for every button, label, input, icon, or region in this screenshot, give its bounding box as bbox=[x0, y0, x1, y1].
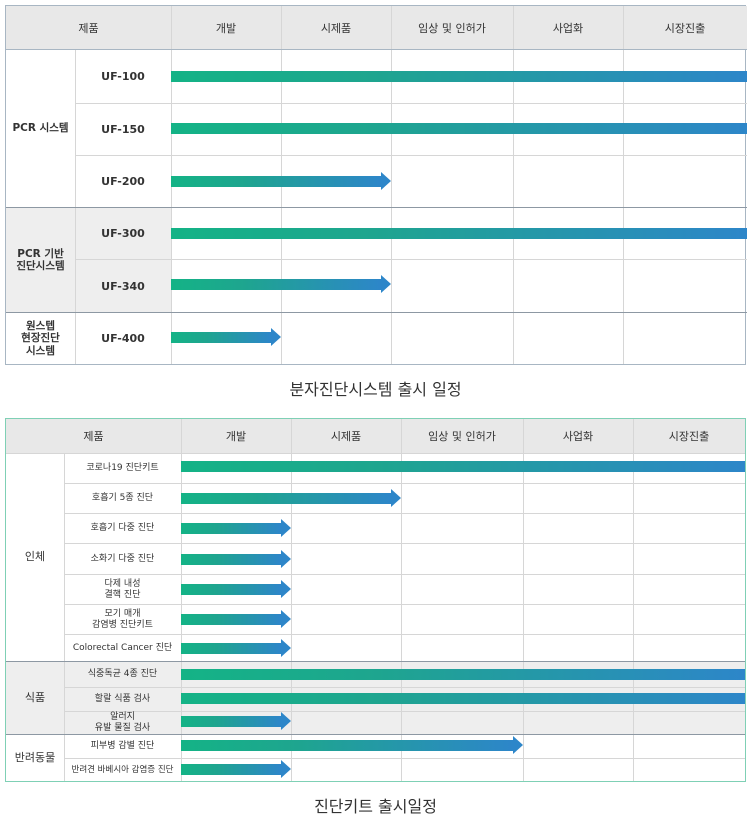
product-label: Colorectal Cancer 진단 bbox=[72, 642, 173, 653]
product-label: UF-300 bbox=[101, 227, 145, 240]
progress-bar bbox=[181, 736, 523, 754]
header-product: 제품 bbox=[6, 419, 181, 453]
progress-bar bbox=[181, 550, 291, 568]
progress-bar bbox=[181, 639, 291, 657]
header-product: 제품 bbox=[6, 6, 171, 49]
molecular-system-schedule-table: 제품 개발 시제품 임상 및 인허가 사업화 시장진출 PCR 시스템 PCR … bbox=[5, 5, 747, 365]
group-onestep-poc-system: 원스텝 현장진단 시스템 bbox=[21, 320, 60, 357]
product-label: UF-150 bbox=[101, 123, 145, 136]
product-label: 코로나19 진단키트 bbox=[86, 463, 159, 474]
product-label: 식중독균 4종 진단 bbox=[87, 669, 158, 680]
product-label: 알러지 유발 물질 검사 bbox=[94, 712, 151, 733]
product-label: 다제 내성 결핵 진단 bbox=[104, 578, 141, 600]
table1-caption: 분자진단시스템 출시 일정 bbox=[289, 380, 462, 399]
product-label: 호흡기 다중 진단 bbox=[90, 523, 155, 534]
progress-bar bbox=[181, 580, 291, 598]
progress-bar bbox=[171, 123, 747, 134]
group-food: 식품 bbox=[24, 690, 46, 704]
group-companion-animal: 반려동물 bbox=[14, 750, 56, 764]
header-market-entry: 시장진출 bbox=[623, 6, 747, 49]
header-development: 개발 bbox=[181, 419, 291, 453]
product-label: UF-400 bbox=[101, 332, 145, 345]
product-label: 소화기 다중 진단 bbox=[90, 553, 155, 564]
progress-bar bbox=[171, 328, 281, 346]
progress-bar bbox=[171, 228, 747, 239]
product-label: 할랄 식품 검사 bbox=[94, 694, 151, 705]
product-label: 모기 매개 감염병 진단키트 bbox=[92, 608, 153, 630]
progress-bar bbox=[171, 275, 391, 293]
header-market-entry: 시장진출 bbox=[633, 419, 745, 453]
header-prototype: 시제품 bbox=[281, 6, 391, 49]
product-label: UF-100 bbox=[101, 70, 145, 83]
progress-bar bbox=[181, 519, 291, 537]
group-pcr-system: PCR 시스템 bbox=[12, 122, 69, 135]
product-label: 호흡기 5종 진단 bbox=[91, 493, 154, 504]
progress-bar bbox=[181, 760, 291, 778]
header-commercialization: 사업화 bbox=[523, 419, 633, 453]
progress-bar bbox=[181, 712, 291, 730]
progress-bar bbox=[181, 610, 291, 628]
header-development: 개발 bbox=[171, 6, 281, 49]
group-human: 인체 bbox=[24, 550, 46, 564]
header-commercialization: 사업화 bbox=[513, 6, 623, 49]
header-clinical-approval: 임상 및 인허가 bbox=[391, 6, 513, 49]
header-clinical-approval: 임상 및 인허가 bbox=[401, 419, 523, 453]
progress-bar bbox=[171, 71, 747, 82]
progress-bar bbox=[181, 693, 745, 704]
progress-bar bbox=[181, 489, 401, 507]
table2-caption: 진단키트 출시일정 bbox=[314, 797, 437, 816]
product-label: 반려견 바베시아 감염증 진단 bbox=[71, 764, 174, 775]
product-label: 피부병 감별 진단 bbox=[90, 741, 155, 752]
progress-bar bbox=[171, 172, 391, 190]
diagnostic-kit-schedule-table: 제품 개발 시제품 임상 및 인허가 사업화 시장진출 인체 식품 반려동물 코… bbox=[5, 418, 746, 782]
product-label: UF-340 bbox=[101, 279, 145, 293]
group-pcr-diagnostic-system: PCR 기반 진단시스템 bbox=[16, 247, 65, 272]
product-label: UF-200 bbox=[101, 175, 145, 188]
progress-bar bbox=[181, 669, 745, 680]
header-prototype: 시제품 bbox=[291, 419, 401, 453]
progress-bar bbox=[181, 461, 745, 472]
